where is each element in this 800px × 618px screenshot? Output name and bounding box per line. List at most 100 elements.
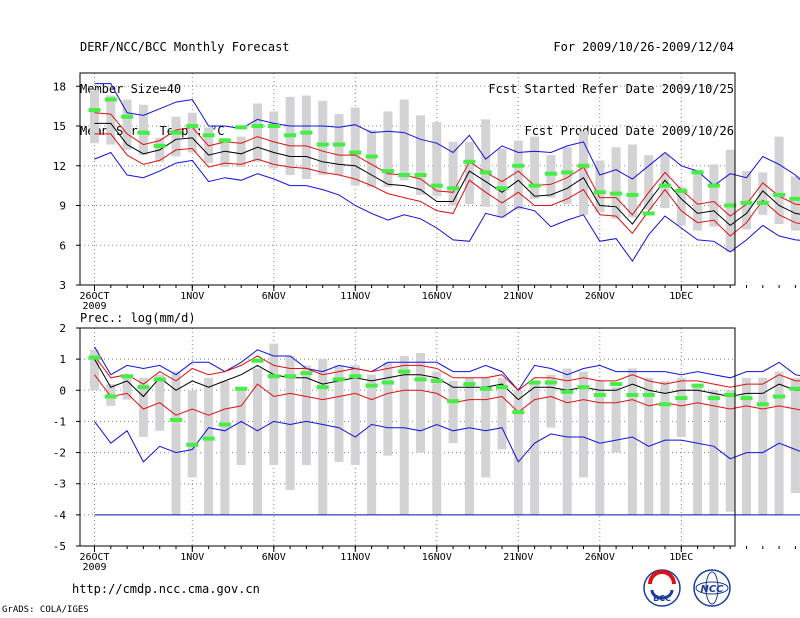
median-mark [267,374,280,379]
median-mark [365,154,378,159]
median-mark [496,385,508,390]
ensemble-box [546,155,556,198]
median-mark [479,170,492,175]
y-tick-label: 6 [59,239,66,252]
plot-frame [79,327,736,547]
ensemble-box [790,377,800,494]
ensemble-box [399,99,409,181]
median-mark [349,374,362,379]
ensemble-box [774,136,784,225]
median-mark [463,382,476,387]
median-mark [153,143,166,148]
ensemble-box [513,140,523,210]
median-mark [463,159,476,164]
median-mark [121,114,134,119]
ensemble-box [253,103,262,162]
median-mark [659,183,671,188]
ensemble-box [611,147,621,219]
mean-line [94,122,800,227]
median-mark [251,124,264,128]
ensemble-box [253,368,262,515]
y-tick-label: 1 [59,353,66,366]
ensemble-box [416,115,425,195]
median-mark [593,190,606,195]
ensemble-box [725,390,735,512]
max-line [94,83,800,187]
ensemble-box [334,365,344,462]
plot-frame [79,72,736,286]
median-mark [316,385,329,390]
median-mark [577,385,590,390]
ensemble-box [448,380,458,444]
ensemble-box [709,390,719,515]
median-mark [724,203,737,208]
x-tick-label: 21NOV [503,552,533,563]
ensemble-box [497,377,507,450]
x-tick-label: 16NOV [422,291,452,302]
median-mark [333,377,345,382]
ensemble-box [383,111,393,187]
y-tick-label: 9 [59,200,66,213]
upper-spread-line [94,355,800,391]
median-mark [675,396,688,401]
median-mark [349,150,362,155]
median-mark [121,374,134,379]
y-tick-label: -1 [53,415,66,428]
x-tick-label: 11NOV [340,552,370,563]
upper-spread-line [94,112,800,217]
ensemble-box [464,377,474,515]
median-mark [333,142,345,147]
ensemble-box [595,380,605,515]
median-mark [561,170,574,175]
median-mark [284,133,297,138]
ensemble-box [660,380,670,515]
median-mark [691,170,704,175]
median-mark [659,402,671,407]
ensemble-box [416,352,425,453]
x-tick-label: 26OCT [79,552,109,563]
ensemble-box [90,349,99,391]
ensemble-box [742,171,751,230]
ensemble-box [758,172,768,215]
ensemble-box [122,99,132,150]
min-line [94,151,800,262]
median-mark [186,124,199,128]
footer-url[interactable]: http://cmdp.ncc.cma.gov.cn [72,582,260,596]
ensemble-box [709,164,719,227]
median-mark [88,355,101,360]
x-tick-label: 16NOV [422,552,452,563]
ensemble-box [138,377,148,437]
ensemble-box [122,377,132,400]
median-mark [284,374,297,379]
x-tick-label: 1NOV [180,291,204,302]
ensemble-box [204,377,214,515]
median-mark [447,186,460,191]
y-tick-label: -3 [53,478,66,491]
median-mark [610,382,623,387]
median-mark [218,138,231,143]
ensemble-box [595,160,605,213]
median-mark [773,394,786,399]
median-mark [528,183,541,188]
ensemble-box [383,362,393,456]
ensemble-box [497,148,507,218]
y-tick-label: -5 [53,540,66,553]
median-mark [707,396,720,401]
ensemble-box [742,377,751,515]
ensemble-box [644,155,654,210]
median-mark [789,196,800,201]
ensemble-box [790,176,800,231]
max-line [94,346,800,392]
min-line [94,420,800,463]
ensemble-box [758,377,768,515]
x-tick-label: 11NOV [340,291,370,302]
ensemble-box [530,136,540,199]
x-tick-label: 1NOV [180,552,204,563]
y-tick-label: 0 [59,384,66,397]
x-tick-label: 6NOV [262,552,286,563]
median-mark [300,130,313,135]
start-date: Fcst Started Refer Date 2009/10/25 [488,82,734,96]
x-tick-label: 21NOV [503,291,533,302]
ensemble-box [432,371,442,515]
median-mark [170,130,182,135]
